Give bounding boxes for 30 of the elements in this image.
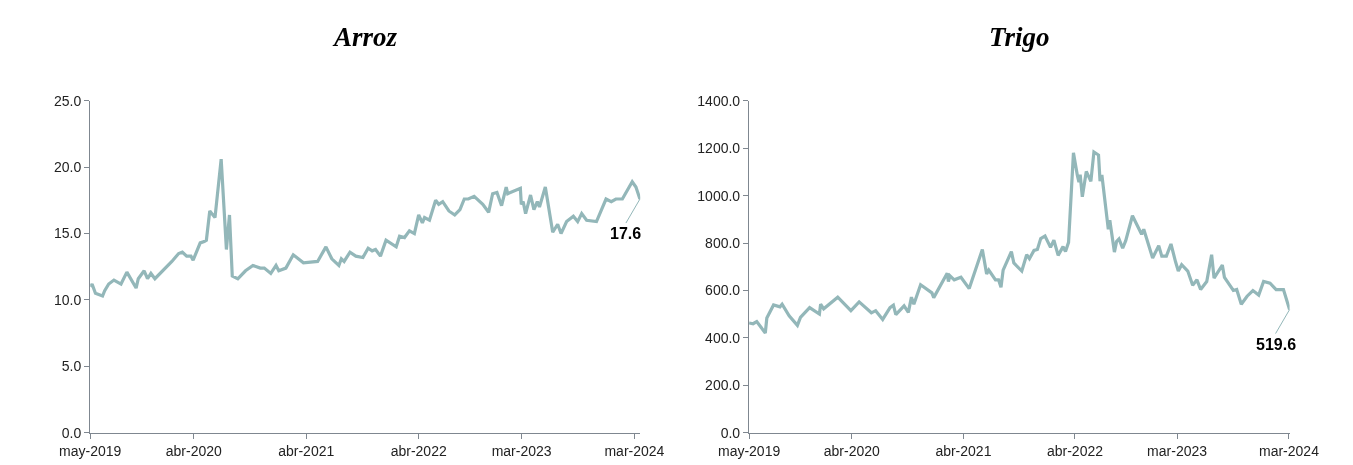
chart-title: Trigo xyxy=(989,22,1050,52)
annotation: 17.6 xyxy=(610,225,642,242)
x-tick-label: mar-2024 xyxy=(604,442,665,459)
annotation: 519.6 xyxy=(1256,336,1297,353)
y-tick-label: 400.0 xyxy=(705,329,741,346)
x-tick-label: abr-2022 xyxy=(1046,442,1104,459)
y-tick-label: 0.0 xyxy=(720,424,741,441)
y-tick-label: 0.0 xyxy=(61,424,82,441)
y-tick-label: 5.0 xyxy=(61,358,82,375)
x-tick-label: abr-2021 xyxy=(935,442,992,459)
y-tick-label: 200.0 xyxy=(705,377,741,394)
x-tick-label: abr-2022 xyxy=(390,442,447,459)
x-tick-label: mar-2023 xyxy=(1147,442,1208,459)
y-tick-label: 1000.0 xyxy=(697,187,741,204)
y-tick-label: 25.0 xyxy=(54,92,82,109)
x-tick-label: abr-2021 xyxy=(278,442,335,459)
x-tick-label: mar-2024 xyxy=(1259,442,1320,459)
chart-title: Arroz xyxy=(332,22,398,52)
y-tick-label: 600.0 xyxy=(705,282,741,299)
x-tick-label: mar-2023 xyxy=(491,442,552,459)
y-tick-label: 1400.0 xyxy=(697,92,741,109)
y-tick-label: 10.0 xyxy=(54,291,82,308)
x-tick-label: may-2019 xyxy=(717,442,781,459)
x-tick-label: abr-2020 xyxy=(165,442,222,459)
y-tick-label: 1200.0 xyxy=(697,140,741,157)
y-tick-label: 20.0 xyxy=(54,159,82,176)
y-tick-label: 15.0 xyxy=(54,225,82,242)
x-tick-label: abr-2020 xyxy=(823,442,881,459)
x-tick-label: may-2019 xyxy=(59,442,122,459)
y-tick-label: 800.0 xyxy=(705,234,741,251)
